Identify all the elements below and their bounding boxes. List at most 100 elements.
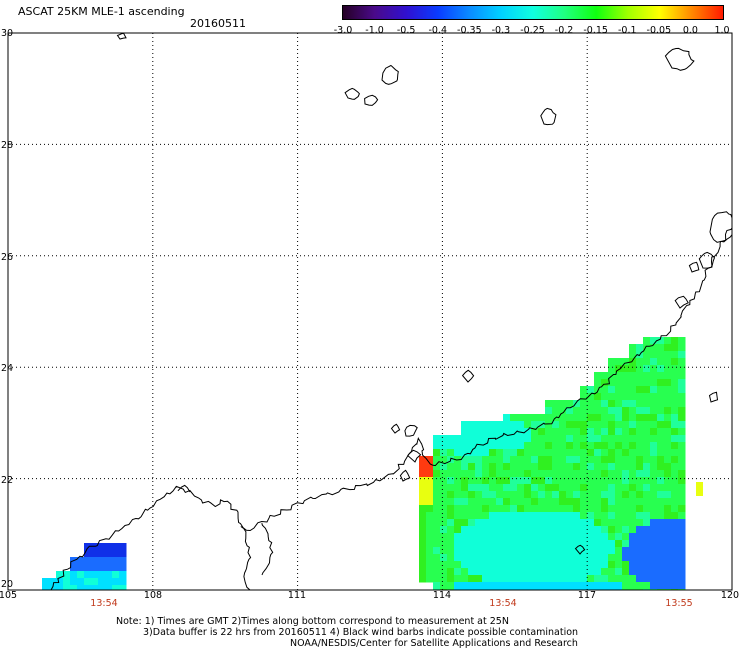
swath-cell <box>468 435 476 443</box>
swath-cell <box>671 484 679 492</box>
swath-cell <box>573 526 581 534</box>
swath-cell <box>482 519 490 527</box>
swath-cell <box>559 533 567 541</box>
swath-cell <box>636 568 644 576</box>
swath-cell <box>559 477 567 485</box>
swath-cell <box>503 428 511 436</box>
swath-cell <box>587 519 595 527</box>
swath-cell <box>440 526 448 534</box>
swath-cell <box>601 554 609 562</box>
swath-cell <box>650 442 658 450</box>
swath-cell <box>622 393 630 401</box>
swath-cell <box>538 477 546 485</box>
swath-cell <box>650 561 658 569</box>
swath-cell <box>468 421 476 429</box>
swath-cell <box>119 571 127 579</box>
swath-cell <box>503 540 511 548</box>
swath-cell <box>678 540 686 548</box>
swath-cell <box>657 547 665 555</box>
swath-cell <box>643 463 651 471</box>
coastline-segment <box>404 424 418 437</box>
swath-cell <box>545 554 553 562</box>
swath-cell <box>517 505 525 513</box>
swath-cell <box>503 442 511 450</box>
swath-cell <box>419 477 427 485</box>
coastline-segment <box>688 261 700 273</box>
swath-cell <box>517 547 525 555</box>
swath-cell <box>678 337 686 345</box>
swath-cell <box>566 463 574 471</box>
swath-cell <box>664 379 672 387</box>
colorbar-tick-label: -0.2 <box>554 25 574 36</box>
swath-cell <box>475 561 483 569</box>
coastline-segment <box>407 449 422 463</box>
swath-cell <box>552 463 560 471</box>
colorbar-tick-label: -3.0 <box>333 25 353 36</box>
swath-cell <box>482 442 490 450</box>
swath-cell <box>587 442 595 450</box>
swath-cell <box>657 351 665 359</box>
swath-cell <box>475 519 483 527</box>
swath-cell <box>587 561 595 569</box>
swath-cell <box>615 533 623 541</box>
swath-cell <box>461 568 469 576</box>
swath-cell <box>629 428 637 436</box>
swath-cell <box>664 512 672 520</box>
scatterometer-swaths <box>42 337 703 590</box>
swath-cell <box>629 449 637 457</box>
swath-cell <box>440 547 448 555</box>
swath-cell <box>629 435 637 443</box>
swath-cell <box>468 470 476 478</box>
swath-cell <box>91 564 99 572</box>
swath-cell <box>594 498 602 506</box>
swath-cell <box>594 519 602 527</box>
swath-cell <box>580 421 588 429</box>
swath-cell <box>559 554 567 562</box>
swath-cell <box>601 484 609 492</box>
swath-cell <box>657 498 665 506</box>
swath-cell <box>84 571 92 579</box>
swath-cell <box>678 491 686 499</box>
swath-cell <box>552 442 560 450</box>
swath-cell <box>650 393 658 401</box>
swath-cell <box>517 512 525 520</box>
swath-cell <box>440 540 448 548</box>
swath-cell <box>580 540 588 548</box>
swath-cell <box>622 442 630 450</box>
swath-cell <box>524 526 532 534</box>
swath-cell <box>636 456 644 464</box>
swath-cell <box>440 491 448 499</box>
swath-cell <box>545 477 553 485</box>
swath-cell <box>545 540 553 548</box>
swath-cell <box>419 498 427 506</box>
swath-cell <box>601 442 609 450</box>
swath-cell <box>650 400 658 408</box>
swath-cell <box>426 554 434 562</box>
swath-cell <box>468 582 476 590</box>
pass-time-2: 13:54 <box>489 598 517 609</box>
swath-cell <box>608 484 616 492</box>
swath-cell <box>608 386 616 394</box>
swath-cell <box>468 498 476 506</box>
swath-cell <box>643 337 651 345</box>
swath-cell <box>475 512 483 520</box>
swath-cell <box>531 435 539 443</box>
swath-cell <box>629 379 637 387</box>
swath-cell <box>489 442 497 450</box>
swath-cell <box>545 505 553 513</box>
coastline-segment <box>344 87 360 100</box>
swath-cell <box>601 393 609 401</box>
swath-cell <box>475 540 483 548</box>
swath-cell <box>105 585 113 590</box>
swath-cell <box>489 428 497 436</box>
swath-cell <box>517 519 525 527</box>
swath-cell <box>419 554 427 562</box>
swath-cell <box>587 463 595 471</box>
swath-cell <box>608 561 616 569</box>
swath-cell <box>489 491 497 499</box>
swath-cell <box>447 470 455 478</box>
swath-cell <box>615 547 623 555</box>
swath-cell <box>447 484 455 492</box>
swath-cell <box>119 578 127 586</box>
swath-cell <box>615 505 623 513</box>
